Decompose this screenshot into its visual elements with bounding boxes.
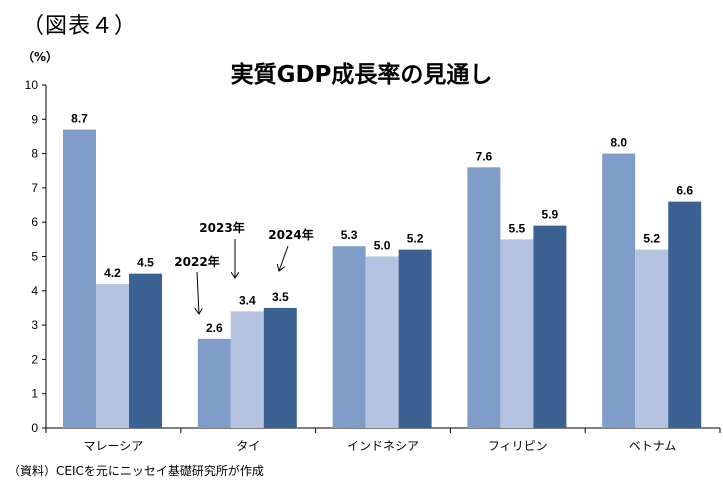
- bar-ベトナム-2022年: [602, 153, 636, 428]
- bar-マレーシア-2024年: [129, 273, 162, 428]
- y-tick-label: 2: [31, 352, 38, 366]
- category-label: インドネシア: [347, 439, 419, 453]
- chart-title: 実質GDP成長率の見通し: [230, 62, 493, 88]
- bar-フィリピン-2024年: [533, 225, 567, 428]
- bar-インドネシア-2024年: [398, 249, 432, 428]
- bar-インドネシア-2022年: [332, 246, 366, 428]
- y-tick-label: 7: [31, 181, 38, 195]
- y-tick-label: 4: [31, 284, 38, 298]
- bar-インドネシア-2023年: [365, 256, 399, 428]
- data-label: 3.4: [239, 293, 256, 307]
- data-label: 5.2: [643, 232, 660, 246]
- y-tick-label: 9: [31, 112, 38, 126]
- bar-タイ-2023年: [230, 311, 264, 428]
- bar-フィリピン-2022年: [467, 167, 501, 428]
- data-label: 6.6: [676, 184, 693, 198]
- y-tick-label: 5: [31, 250, 38, 264]
- annotation-arrow: [197, 271, 199, 314]
- series-annotation-2024年: 2024年: [268, 227, 313, 242]
- y-tick-label: 1: [31, 387, 38, 401]
- bar-タイ-2022年: [197, 338, 231, 428]
- data-label: 4.2: [104, 266, 121, 280]
- y-tick-label: 6: [31, 215, 38, 229]
- series-annotation-2022年: 2022年: [174, 254, 219, 269]
- category-label: タイ: [236, 439, 260, 453]
- y-tick-label: 3: [31, 318, 38, 332]
- unit-label: （%）: [22, 50, 59, 64]
- bar-ベトナム-2023年: [635, 249, 669, 428]
- source-note: （資料）CEICを元にニッセイ基礎研究所が作成: [8, 464, 264, 478]
- y-tick-label: 0: [31, 421, 38, 435]
- bar-フィリピン-2023年: [500, 239, 534, 428]
- data-label: 7.6: [476, 149, 493, 163]
- data-label: 3.5: [272, 290, 289, 304]
- annotation-arrow: [279, 245, 289, 271]
- bar-マレーシア-2022年: [63, 129, 96, 428]
- series-annotation-2023年: 2023年: [199, 220, 244, 235]
- category-label: フィリピン: [488, 439, 548, 453]
- bar-ベトナム-2024年: [668, 201, 702, 428]
- data-label: 2.6: [206, 321, 223, 335]
- data-label: 5.5: [509, 221, 526, 235]
- figure-label: （図表４）: [22, 14, 138, 39]
- y-tick-label: 8: [31, 147, 38, 161]
- data-label: 4.5: [137, 256, 154, 270]
- data-label: 5.3: [341, 228, 358, 242]
- data-label: 8.7: [71, 112, 88, 126]
- data-label: 5.2: [407, 232, 424, 246]
- data-label: 8.0: [610, 136, 627, 150]
- bar-タイ-2024年: [263, 307, 297, 428]
- bar-マレーシア-2023年: [96, 283, 129, 428]
- y-tick-label: 10: [25, 78, 39, 92]
- data-label: 5.0: [374, 239, 391, 253]
- category-label: マレーシア: [84, 439, 144, 453]
- category-label: ベトナム: [629, 439, 677, 453]
- data-label: 5.9: [542, 208, 559, 222]
